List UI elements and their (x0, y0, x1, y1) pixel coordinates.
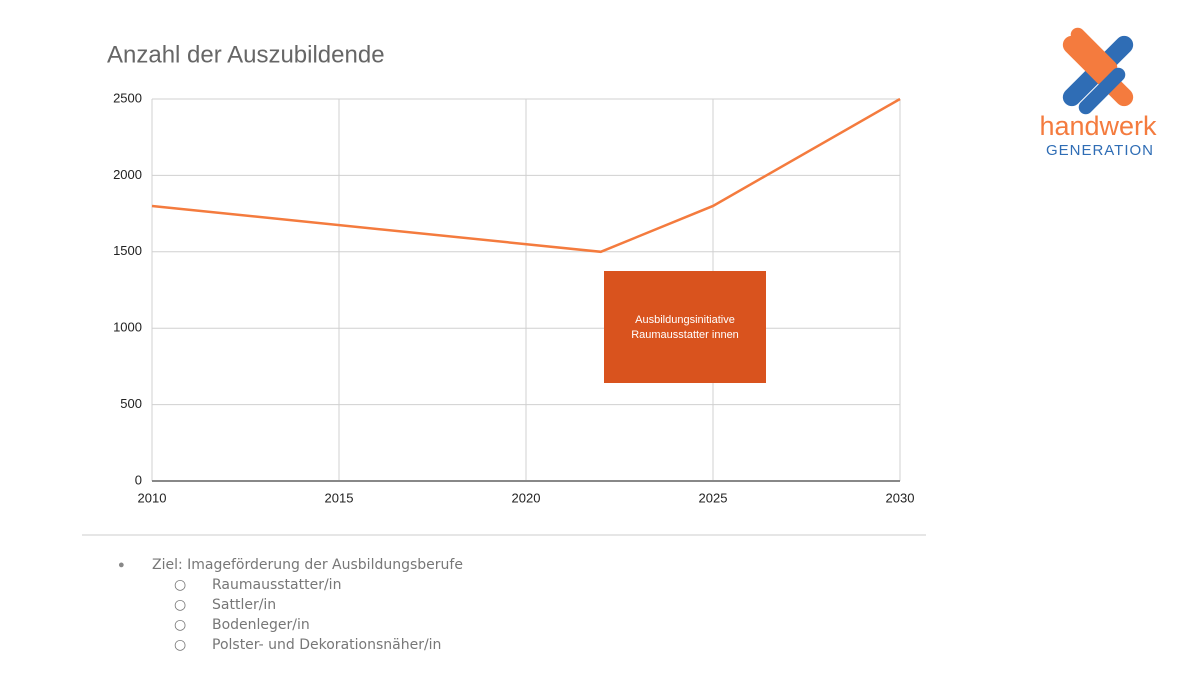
y-tick-label: 2000 (113, 167, 142, 182)
logo-bar (1078, 67, 1126, 115)
x-tick-label: 2020 (512, 490, 541, 505)
sub-bullet-dot: ○ (174, 577, 186, 593)
sub-bullet-dot: ○ (174, 597, 186, 613)
y-tick-label: 2500 (113, 90, 142, 105)
sub-bullet-dot: ○ (174, 637, 186, 653)
y-tick-label: 0 (135, 472, 142, 487)
data-line (151, 97, 901, 254)
x-tick-label: 2010 (138, 490, 167, 505)
bullet-dot: ● (118, 559, 125, 571)
y-tick-label: 500 (120, 396, 142, 411)
sub-bullet-text: Bodenleger/in (212, 617, 310, 633)
y-tick-label: 1500 (113, 243, 142, 258)
sub-bullet-text: Sattler/in (212, 597, 276, 613)
y-tick-label: 1000 (113, 320, 142, 335)
sub-bullet-text: Polster- und Dekorationsnäher/in (212, 637, 441, 653)
bullet-text: Ziel: Imageförderung der Ausbildungsberu… (152, 557, 463, 573)
logo-bar (1062, 35, 1134, 107)
x-tick-label: 2030 (886, 490, 915, 505)
logo-tagline: GENERATION (1046, 142, 1154, 159)
x-tick-label: 2015 (325, 490, 354, 505)
annotation-box (604, 271, 766, 383)
logo-bar (1070, 27, 1118, 75)
logo-name: handwerk (1039, 111, 1157, 141)
chart-title: Anzahl der Auszubildende (107, 41, 385, 68)
sub-bullet-text: Raumausstatter/in (212, 577, 341, 593)
sub-bullet-dot: ○ (174, 617, 186, 633)
logo-icon (1062, 27, 1134, 115)
annotation: Ausbildungsinitiative (635, 314, 735, 326)
annotation: Raumausstatter innen (631, 329, 739, 341)
x-tick-label: 2025 (699, 490, 728, 505)
